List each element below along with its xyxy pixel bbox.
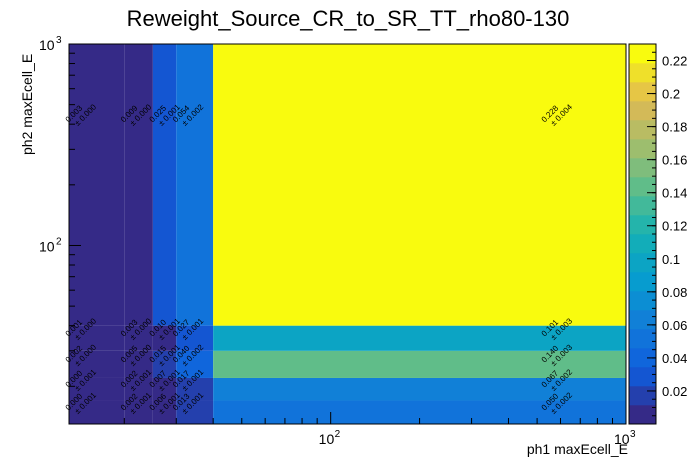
heatmap-cells <box>69 44 626 424</box>
colorbar-segment <box>629 63 656 83</box>
colorbar-segment <box>629 158 656 178</box>
heatmap-cell <box>213 44 626 326</box>
colorbar: 0.02 0.04 0.06 0.08 0.1 0.12 0.14 0.16 0.18 0.2 0.… <box>628 43 687 425</box>
cell-label: 0.013± 0.001 <box>171 390 206 416</box>
heatmap-cell <box>213 350 626 378</box>
colorbar-segment <box>629 215 656 235</box>
heatmap-cell <box>152 44 177 326</box>
heatmap-cell <box>213 377 626 401</box>
colorbar-tick-label: 0.04 <box>662 351 687 366</box>
y-axis-label: ph2 maxEcell_E <box>19 53 35 155</box>
colorbar-segment <box>629 120 656 140</box>
colorbar-tick-label: 0.16 <box>662 153 687 168</box>
heatmap-cell <box>152 400 177 424</box>
colorbar-tick-label: 0.02 <box>662 384 687 399</box>
heatmap-cell <box>69 44 125 326</box>
colorbar-segment <box>629 196 656 216</box>
heatmap-cell <box>176 400 214 424</box>
x-axis: 10 2 10 3 <box>123 412 636 447</box>
x-axis-label: ph1 maxEcell_E <box>526 441 628 457</box>
colorbar-segment <box>629 272 656 292</box>
colorbar-tick-label: 0.2 <box>662 87 680 102</box>
colorbar-tick-label: 0.22 <box>662 54 687 69</box>
colorbar-segment <box>629 329 656 349</box>
heatmap-cell <box>69 325 125 351</box>
heatmap-cell <box>176 325 214 351</box>
colorbar-tick-label: 0.12 <box>662 219 687 234</box>
x-tick-exponent: 3 <box>630 429 636 440</box>
x-tick-label: 10 <box>614 431 630 447</box>
y-tick-exponent: 3 <box>56 35 62 46</box>
colorbar-tick-label: 0.1 <box>662 252 680 267</box>
heatmap-cell <box>124 400 153 424</box>
heatmap-cell <box>152 350 177 378</box>
colorbar-segment <box>629 405 656 425</box>
colorbar-segment <box>629 101 656 121</box>
heatmap-cell <box>124 377 153 401</box>
heatmap-cell <box>213 400 626 424</box>
heatmap-cell <box>176 350 214 378</box>
y-tick-label: 10 <box>39 238 55 254</box>
colorbar-segment <box>629 234 656 254</box>
colorbar-tick-label: 0.06 <box>662 318 687 333</box>
colorbar-tick-label: 0.18 <box>662 120 687 135</box>
colorbar-segment <box>629 310 656 330</box>
colorbar-tick-label: 0.08 <box>662 285 687 300</box>
colorbar-segment <box>629 291 656 311</box>
heatmap-cell <box>124 325 153 351</box>
heatmap-cell <box>124 350 153 378</box>
colorbar-segment <box>629 139 656 159</box>
chart-title: Reweight_Source_CR_to_SR_TT_rho80-130 <box>126 6 570 31</box>
colorbar-segment <box>629 348 656 368</box>
heatmap-cell <box>176 44 214 326</box>
y-tick-label: 10 <box>39 37 55 53</box>
y-tick-exponent: 2 <box>56 236 62 247</box>
colorbar-segment <box>629 82 656 102</box>
x-tick-exponent: 2 <box>335 429 341 440</box>
heatmap-cell <box>213 325 626 351</box>
heatmap-cell <box>124 44 153 326</box>
colorbar-segment <box>629 177 656 197</box>
colorbar-segment <box>629 386 656 406</box>
colorbar-segment <box>629 367 656 387</box>
heatmap-cell <box>69 400 125 424</box>
heatmap-cell <box>69 377 125 401</box>
heatmap-cell <box>152 377 177 401</box>
colorbar-tick-label: 0.14 <box>662 186 687 201</box>
colorbar-segment <box>629 253 656 273</box>
x-tick-label: 10 <box>319 431 335 447</box>
colorbar-segment <box>629 44 656 64</box>
heatmap-cell <box>176 377 214 401</box>
heatmap-cell <box>152 325 177 351</box>
plot-frame <box>68 43 627 425</box>
heatmap-cell <box>69 350 125 378</box>
